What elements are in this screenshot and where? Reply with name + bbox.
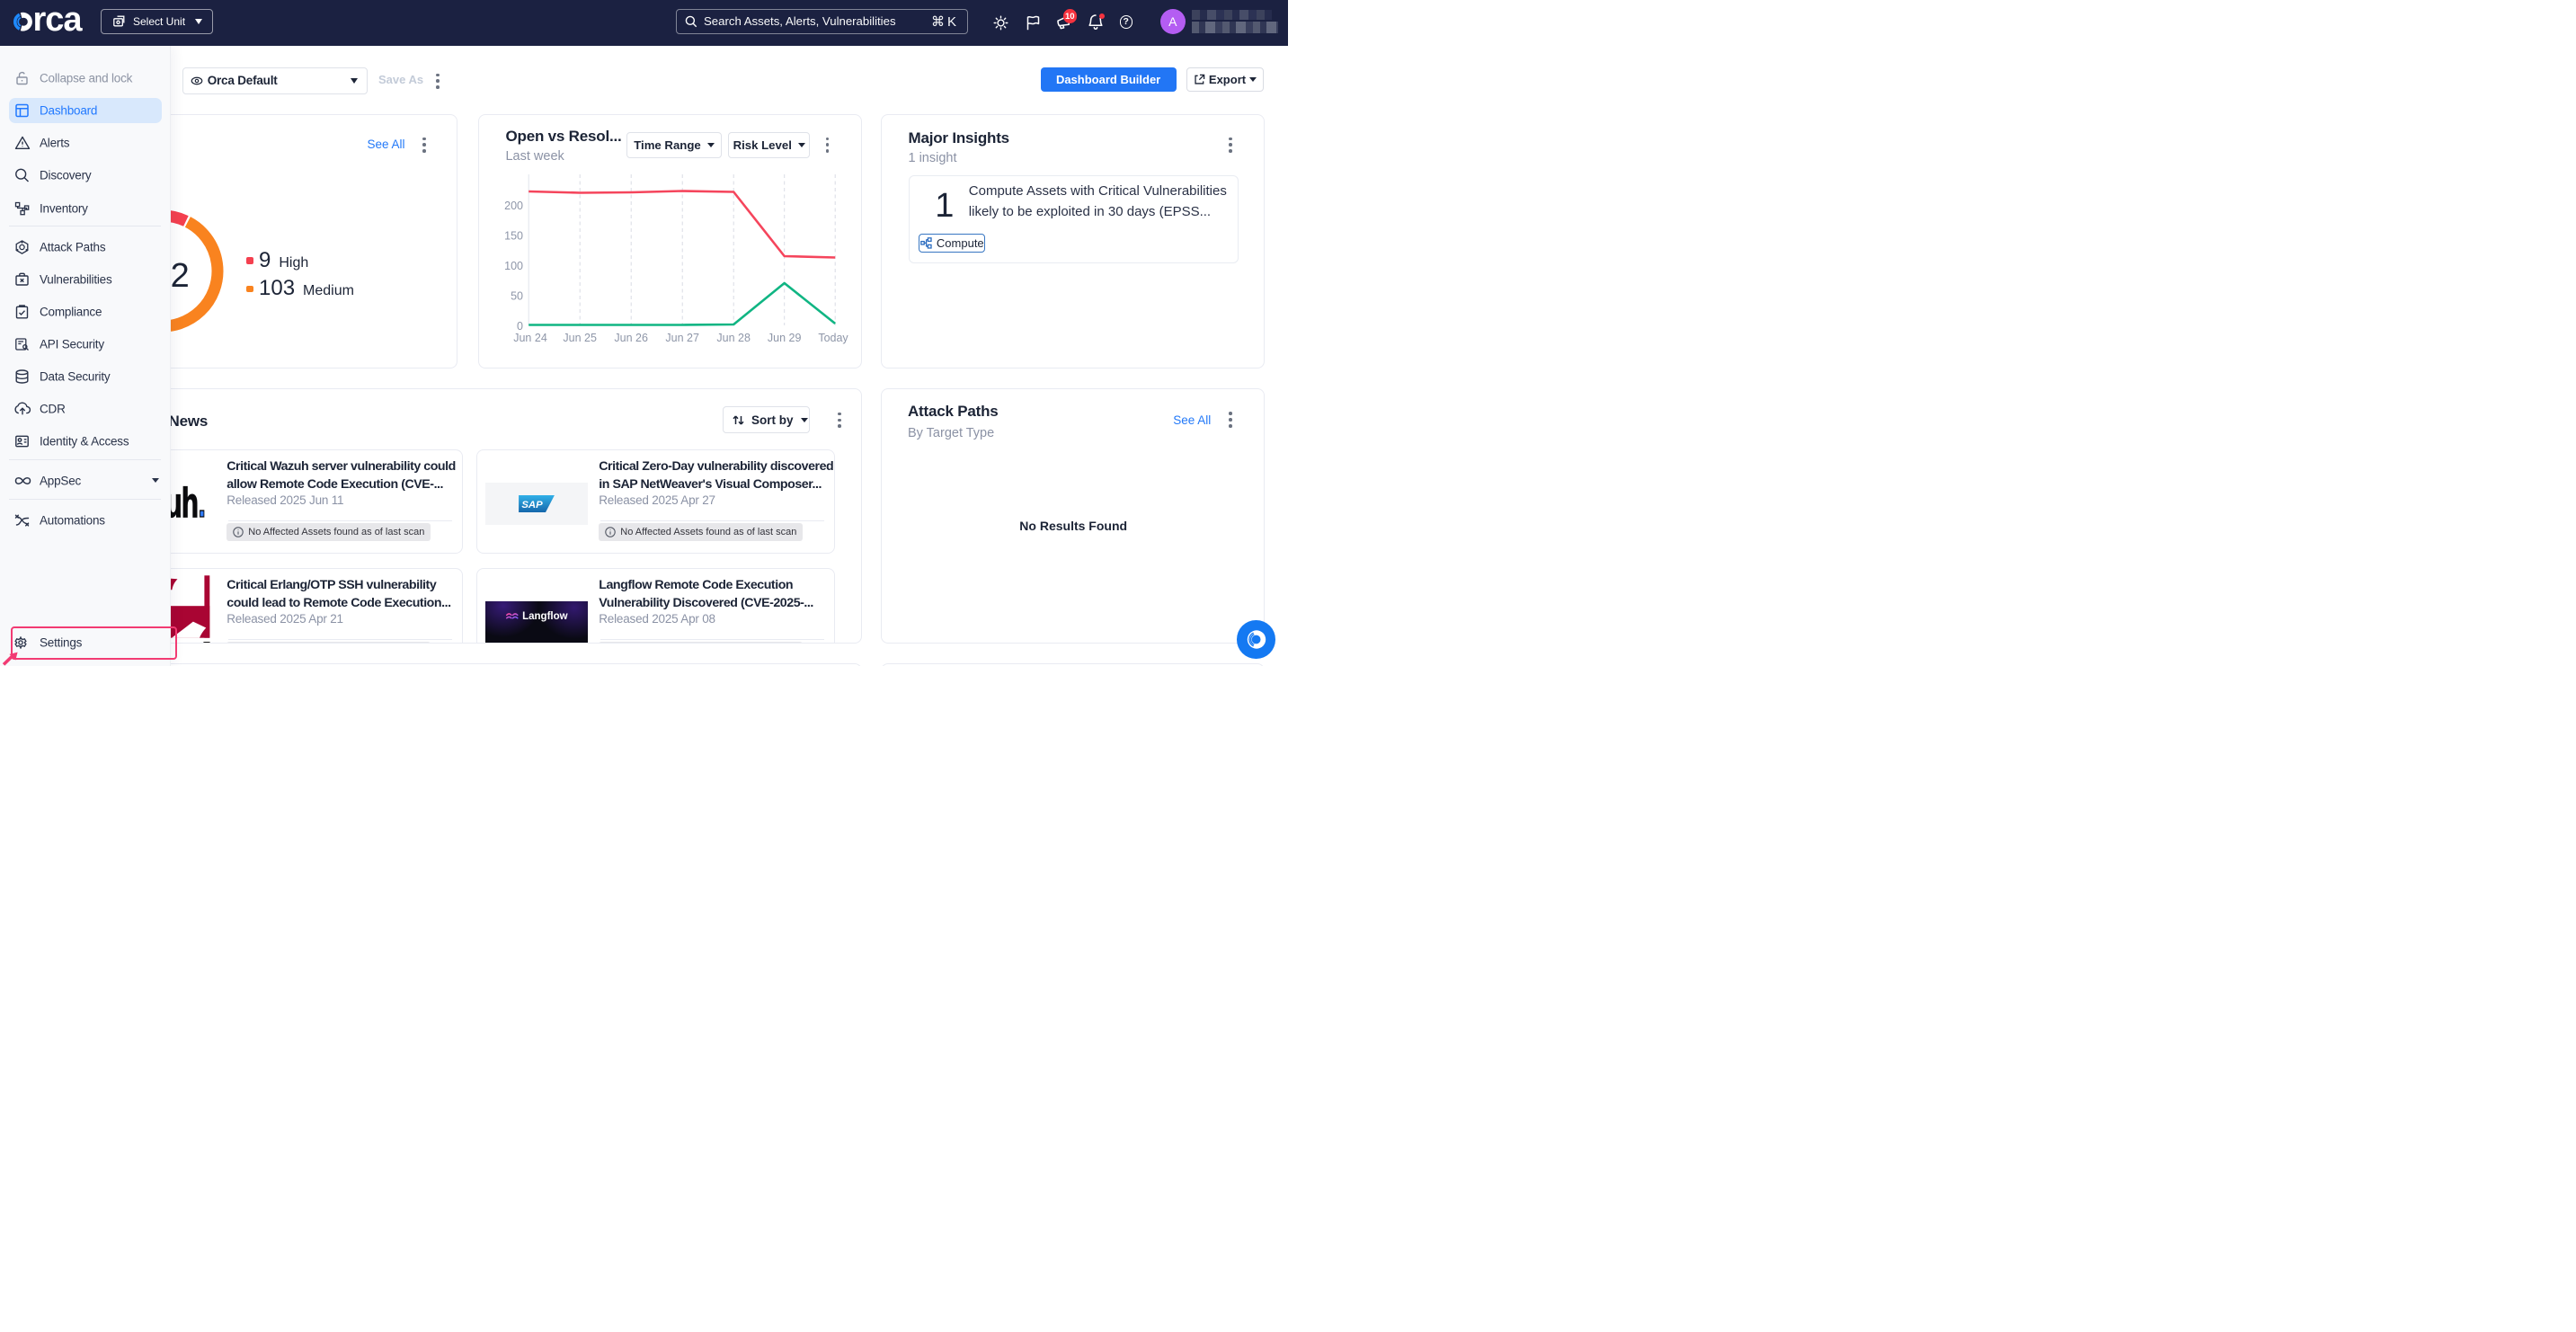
svg-text:Jun 29: Jun 29 xyxy=(768,332,802,344)
svg-text:Jun 26: Jun 26 xyxy=(614,332,648,344)
svg-text:100: 100 xyxy=(504,260,523,272)
svg-text:Today: Today xyxy=(818,332,848,344)
svg-text:SAP: SAP xyxy=(522,500,544,511)
svg-text:0: 0 xyxy=(517,320,523,333)
svg-text:200: 200 xyxy=(504,200,523,212)
svg-text:Jun 24: Jun 24 xyxy=(513,332,547,344)
svg-text:150: 150 xyxy=(504,229,523,242)
svg-text:Jun 27: Jun 27 xyxy=(665,332,699,344)
svg-text:Jun 28: Jun 28 xyxy=(716,332,751,344)
svg-text:50: 50 xyxy=(511,289,523,302)
svg-text:rca: rca xyxy=(33,10,84,35)
svg-text:Jun 25: Jun 25 xyxy=(563,332,597,344)
